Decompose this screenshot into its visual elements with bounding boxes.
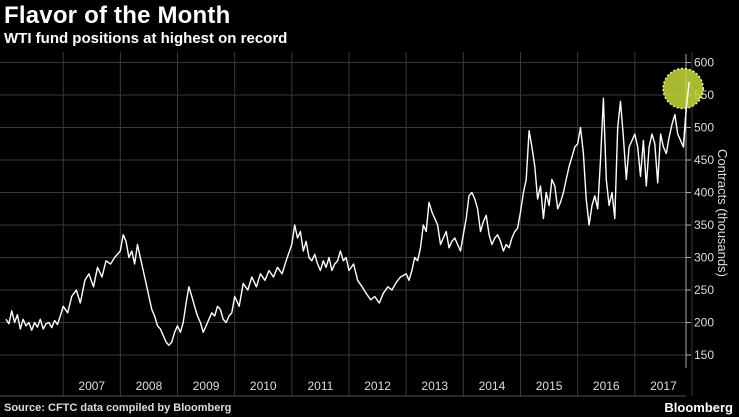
x-tick-label: 2011 [308,379,334,393]
record-high-marker [662,67,704,110]
y-tick-label: 600 [694,56,714,70]
x-tick-label: 2017 [650,379,677,393]
y-tick-label: 150 [694,348,714,362]
x-tick-label: 2012 [364,379,391,393]
chart-subtitle: WTI fund positions at highest on record [4,30,288,47]
x-tick-label: 2016 [593,379,620,393]
bloomberg-logo: Bloomberg [664,400,733,415]
gridlines [0,52,693,396]
y-tick-label: 350 [694,218,714,232]
y-tick-label: 300 [694,251,714,265]
x-tick-label: 2009 [193,379,220,393]
series-line [5,81,690,346]
x-tick-label: 2015 [536,379,563,393]
y-tick-label: 450 [694,153,714,167]
x-axis: 2007 2008 2009 2010 2011 2012 2013 2014 2015 2016… [0,379,686,397]
x-tick-label: 2007 [78,379,105,393]
series-line-tail [682,81,690,148]
y-tick-label: 250 [694,283,714,297]
y-tick-label: 400 [694,186,714,200]
chart-title: Flavor of the Month [4,2,231,29]
y-axis-label: Contracts (thousands) [715,149,730,277]
x-tick-label: 2014 [479,379,506,393]
x-tick-label: 2010 [250,379,277,393]
source-note: Source: CFTC data compiled by Bloomberg [4,402,232,414]
x-tick-label: 2008 [136,379,163,393]
x-tick-label: 2013 [421,379,448,393]
y-tick-label: 500 [694,121,714,135]
y-tick-label: 200 [694,316,714,330]
plot-area [5,67,704,346]
